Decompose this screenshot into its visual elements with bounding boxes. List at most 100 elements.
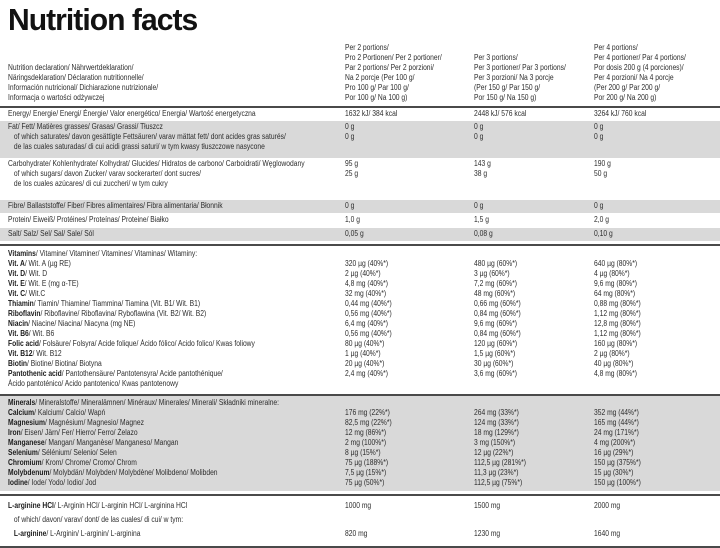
label-lead: Riboflavin <box>8 309 41 318</box>
row-vitamin-b12: Vit. B12/ Wit. B12 1 µg (40%*) 1,5 µg (60%… <box>0 349 720 359</box>
value-col-0: 7,5 µg (15%*) <box>345 468 474 478</box>
value-col-2: 4 µg (80%*) <box>594 269 720 279</box>
value-line: 1000 mg <box>345 500 372 510</box>
label-rest: / Folsäure/ Folsyra/ Acide folique/ Ácid… <box>39 339 255 348</box>
value-col-0: 4,8 mg (40%*) <box>345 279 474 289</box>
value-col-1: 1,5 µg (60%*) <box>474 349 594 359</box>
row-protein: Protein/ Eiweiß/ Protéines/ Proteínas/ P… <box>0 214 720 227</box>
label-rest: / Mangan/ Manganèse/ Manganeso/ Mangan <box>44 438 179 447</box>
value-col-2: 0,10 g <box>594 229 720 239</box>
value-line: 32 mg (40%*) <box>345 289 387 298</box>
row-pantothenic-acid: Pantothenic acid/ Pantothensäure/ Pantot… <box>0 369 720 389</box>
row-thiamin: Thiamin/ Tiamin/ Thiamine/ Tiammina/ Tia… <box>0 299 720 309</box>
value-col-1: 120 µg (60%*) <box>474 339 594 349</box>
label-line: Biotin/ Biotine/ Biotina/ Biotyna <box>8 359 291 369</box>
label-rest: / Mineralstoffe/ Mineralämnen/ Minéraux/… <box>35 398 280 407</box>
row-label: Magnesium/ Magnésium/ Magnesio/ Magnez <box>0 418 345 428</box>
row-label: Fibre/ Ballaststoffe/ Fiber/ Fibres alim… <box>0 201 345 211</box>
label-line: Fat/ Fett/ Matières grasses/ Grasas/ Gra… <box>8 122 291 132</box>
value-col-1: 0,84 mg (60%*) <box>474 309 594 319</box>
row-label: Vit. D/ Wit. D <box>0 269 345 279</box>
value-line: 3 µg (60%*) <box>474 269 510 278</box>
section-divider <box>0 494 720 496</box>
value-line: 2 µg (80%*) <box>594 349 630 358</box>
value-line: 2000 mg <box>594 500 621 510</box>
value-line: 50 g <box>594 169 608 178</box>
label-line: de las cuales saturadas/ di cui acidi gr… <box>8 142 291 152</box>
value-line: 264 mg (33%*) <box>474 408 519 417</box>
value-col-1: 0,84 mg (60%*) <box>474 329 594 339</box>
label-rest: / Sélénium/ Selenio/ Selen <box>37 448 117 457</box>
column-header-line: Per 4 portioner/ Par 4 portions/ <box>594 53 686 62</box>
value-col-0 <box>345 398 474 408</box>
value-line: 82,5 mg (22%*) <box>345 418 392 427</box>
value-line: 1,0 g <box>345 215 360 224</box>
value-line: 0,66 mg (60%*) <box>474 299 521 308</box>
row-vitamin-b6: Vit. B6/ Wit. B6 0,56 mg (40%*) 0,84 mg (6… <box>0 329 720 339</box>
value-line: 80 µg (40%*) <box>345 339 385 348</box>
declaration-line: Información nutricional/ Dichiarazione n… <box>8 83 159 92</box>
value-col-2: 4,8 mg (80%*) <box>594 369 720 389</box>
value-line: 7,5 µg (15%*) <box>345 468 387 477</box>
row-label: Folic acid/ Folsäure/ Folsyra/ Acide fol… <box>0 339 345 349</box>
value-line: 12 mg (86%*) <box>345 428 387 437</box>
value-line: 352 mg (44%*) <box>594 408 639 417</box>
row-vitamin-a: Vit. A/ Wit. A (µg RE) 320 µg (40%*) 480 µ… <box>0 259 720 269</box>
label-line: Calcium/ Kalcium/ Calcio/ Wapń <box>8 408 291 418</box>
label-line: Vit. C/ Wit.C <box>8 289 291 299</box>
value-line: 16 µg (29%*) <box>594 448 634 457</box>
label-rest: / Eisen/ Järn/ Fer/ Hierro/ Ferro/ Żelaz… <box>20 428 138 437</box>
row-l-arginine: L-arginine/ L-Arginin/ L-arginin/ L-argi… <box>0 526 720 540</box>
value-col-0: 20 µg (40%*) <box>345 359 474 369</box>
value-col-0: 2 µg (40%*) <box>345 269 474 279</box>
label-rest: / Kalcium/ Calcio/ Wapń <box>34 408 106 417</box>
label-rest: / Wit. B6 <box>28 329 55 338</box>
value-col-1: 11,3 µg (23%*) <box>474 468 594 478</box>
label-lead: Vit. D <box>8 269 26 278</box>
row-l-arginine-hcl: L-arginine HCl/ L-Arginin HCl/ L-arginin… <box>0 498 720 512</box>
label-line: Fibre/ Ballaststoffe/ Fiber/ Fibres alim… <box>8 201 291 211</box>
row-niacin: Niacin/ Niacine/ Niacina/ Niacyna (mg NE… <box>0 319 720 329</box>
label-rest: Carbohydrate/ Kohlenhydrate/ Kolhydrat/ … <box>8 159 305 168</box>
row-label: Riboflavin/ Riboflavine/ Riboflavina/ Ry… <box>0 309 345 319</box>
value-col-1: 7,2 mg (60%*) <box>474 279 594 289</box>
value-col-2: 9,6 mg (80%*) <box>594 279 720 289</box>
section-macronutrients: Energy/ Energie/ Energi/ Énergie/ Valor … <box>0 108 720 241</box>
value-line: 12 µg (22%*) <box>474 448 514 457</box>
value-col-0 <box>345 514 474 525</box>
value-line: 3264 kJ/ 760 kcal <box>594 109 647 118</box>
value-col-2: 0 g <box>594 201 720 211</box>
value-line: 0,84 mg (60%*) <box>474 309 521 318</box>
value-line: 0 g <box>594 122 604 131</box>
label-lead: Vit. A <box>8 259 25 268</box>
value-line: 0 g <box>474 201 484 210</box>
value-col-2: 2 µg (80%*) <box>594 349 720 359</box>
value-col-0: 0,56 mg (40%*) <box>345 329 474 339</box>
row-label: Biotin/ Biotine/ Biotina/ Biotyna <box>0 359 345 369</box>
value-col-1: 112,5 µg (281%*) <box>474 458 594 468</box>
value-line: 640 µg (80%*) <box>594 259 638 268</box>
label-line: Vit. E/ Wit. E (mg α-TE) <box>8 279 291 289</box>
value-line: 4 µg (80%*) <box>594 269 630 278</box>
value-line: 0 g <box>474 132 484 141</box>
value-col-0: 176 mg (22%*) <box>345 408 474 418</box>
label-line: Vit. B6/ Wit. B6 <box>8 329 291 339</box>
row-label: Energy/ Energie/ Energi/ Énergie/ Valor … <box>0 109 345 119</box>
value-col-1: 3,6 mg (60%*) <box>474 369 594 389</box>
value-col-2: 1,12 mg (80%*) <box>594 309 720 319</box>
row-label: Vit. A/ Wit. A (µg RE) <box>0 259 345 269</box>
column-header-line: Per 3 portioner/ Par 3 portions/ <box>474 63 566 72</box>
value-col-0: 6,4 mg (40%*) <box>345 319 474 329</box>
value-line: 20 µg (40%*) <box>345 359 385 368</box>
column-header-line: Por dosis 200 g (4 porciones)/ <box>594 63 684 72</box>
row-vitamin-c: Vit. C/ Wit.C 32 mg (40%*) 48 mg (60%*) 64 … <box>0 289 720 299</box>
value-line: 1230 mg <box>474 528 501 538</box>
column-header-line: Na 2 porcje (Per 100 g/ <box>345 73 415 82</box>
label-lead: Vit. E <box>8 279 25 288</box>
value-col-1: 0,66 mg (60%*) <box>474 299 594 309</box>
section-divider <box>0 394 720 396</box>
label-lead: Molybdenum <box>8 468 50 477</box>
label-rest: / Wit. B12 <box>32 349 62 358</box>
label-lead: L-arginine <box>13 528 47 538</box>
